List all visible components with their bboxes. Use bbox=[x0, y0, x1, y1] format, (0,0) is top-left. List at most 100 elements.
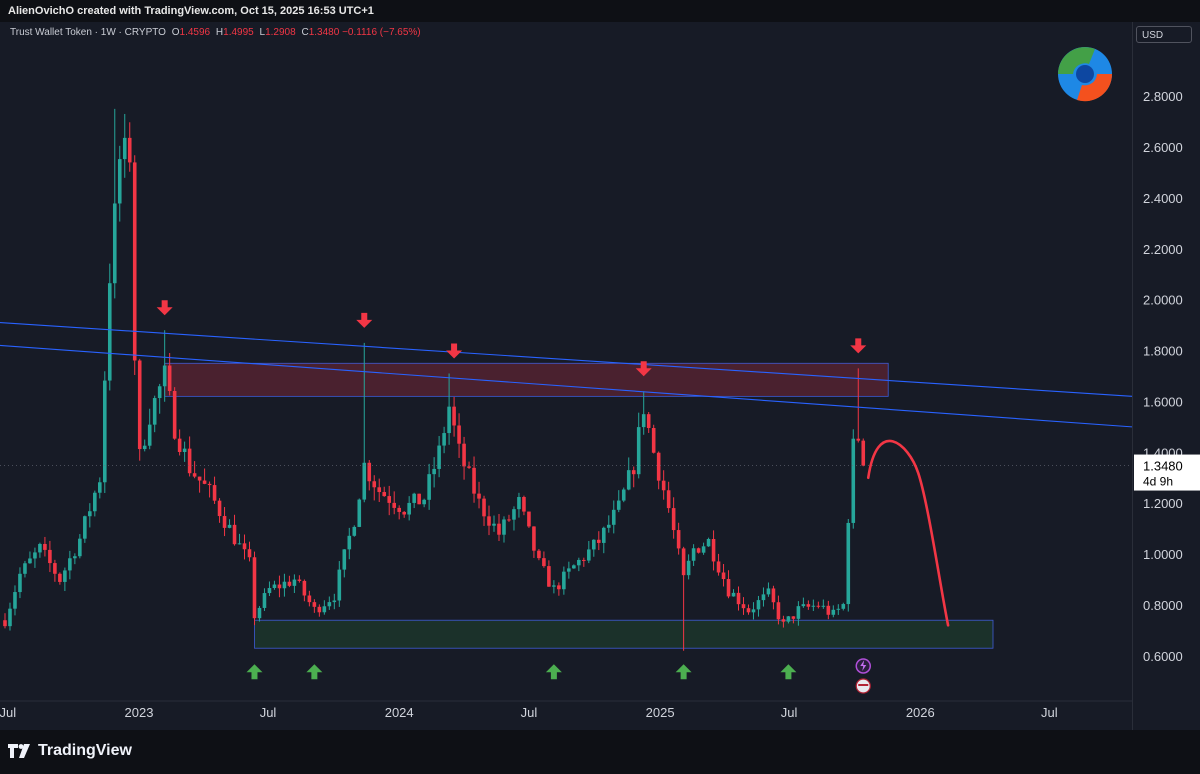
candle-body bbox=[766, 588, 771, 595]
candle-body bbox=[18, 573, 22, 593]
currency-selector[interactable]: USD bbox=[1136, 26, 1192, 43]
candle-body bbox=[282, 581, 287, 589]
candle-body bbox=[816, 605, 821, 607]
y-tick-label: 1.2000 bbox=[1143, 496, 1183, 511]
candle-body bbox=[681, 548, 686, 576]
candle-body bbox=[686, 560, 691, 576]
candle-body bbox=[53, 563, 57, 574]
candle-body bbox=[786, 616, 791, 622]
candle-body bbox=[666, 490, 671, 509]
sell-arrow-icon bbox=[850, 338, 867, 354]
candle-body bbox=[547, 566, 551, 587]
price-plot[interactable]: Jul 2023 Jul 2024 Jul 2025 Jul 2026 Jul bbox=[0, 22, 1132, 730]
symbol-name[interactable]: Trust Wallet Token · 1W · CRYPTO bbox=[10, 27, 166, 38]
candle-body bbox=[836, 608, 841, 610]
candle-body bbox=[107, 283, 112, 381]
candle-body bbox=[447, 406, 451, 434]
low-value: 1.2908 bbox=[265, 27, 296, 38]
bottom-bar: TradingView bbox=[0, 730, 1200, 774]
candle-body bbox=[621, 489, 626, 501]
candle-body bbox=[397, 507, 401, 512]
candle-body bbox=[332, 600, 337, 603]
candle-body bbox=[172, 390, 177, 439]
tradingview-logo[interactable]: TradingView bbox=[8, 742, 132, 760]
support-zone bbox=[254, 619, 994, 649]
y-tick-label: 2.4000 bbox=[1143, 191, 1183, 206]
candle-body bbox=[207, 483, 212, 486]
candle-body bbox=[477, 493, 481, 499]
trendline-1 bbox=[0, 322, 1132, 397]
candle-body bbox=[497, 523, 501, 535]
candle-body bbox=[472, 467, 476, 494]
candle-body bbox=[357, 499, 362, 527]
candle-body bbox=[292, 579, 297, 586]
candle-body bbox=[507, 519, 511, 521]
candle-body bbox=[367, 462, 372, 482]
candle-body bbox=[517, 497, 521, 510]
projection-curve bbox=[866, 439, 950, 627]
candle-body bbox=[756, 600, 761, 610]
candle-body bbox=[68, 558, 72, 571]
candle-body bbox=[721, 572, 726, 580]
candle-body bbox=[8, 608, 12, 627]
candle-body bbox=[417, 493, 421, 505]
candle-body bbox=[322, 606, 327, 613]
candle-body bbox=[761, 594, 766, 601]
candle-body bbox=[33, 552, 37, 559]
candle-body bbox=[152, 398, 157, 425]
candle-body bbox=[247, 549, 252, 558]
open-label: O bbox=[171, 27, 180, 38]
candle-body bbox=[212, 485, 217, 501]
close-label: C bbox=[301, 27, 309, 38]
candle-body bbox=[327, 602, 332, 607]
tradingview-wordmark: TradingView bbox=[38, 742, 132, 759]
sell-arrow-icon bbox=[156, 300, 173, 316]
close-value: 1.3480 bbox=[308, 27, 340, 38]
candle-body bbox=[462, 443, 466, 467]
change-value: −0.1116 (−7.65%) bbox=[342, 27, 421, 38]
candle-body bbox=[197, 476, 202, 481]
candle-body bbox=[43, 543, 47, 550]
candle-body bbox=[112, 203, 117, 284]
high-label: H bbox=[215, 27, 224, 38]
candle-body bbox=[527, 511, 531, 527]
candle-body bbox=[382, 492, 387, 497]
sell-arrow-icon bbox=[356, 312, 373, 328]
candle-body bbox=[347, 535, 352, 550]
candle-body bbox=[312, 602, 317, 607]
candle-body bbox=[801, 604, 806, 607]
candle-body bbox=[562, 571, 566, 590]
candle-body bbox=[706, 539, 711, 547]
candle-body bbox=[58, 573, 62, 582]
buy-arrow-icon bbox=[545, 664, 562, 680]
last-price-label: 1.3480 bbox=[1143, 459, 1183, 474]
y-tick-label: 0.6000 bbox=[1143, 649, 1183, 664]
symbol-legend[interactable]: Trust Wallet Token · 1W · CRYPTO O1.4596… bbox=[10, 27, 421, 38]
candle-body bbox=[98, 482, 102, 493]
candle-body bbox=[577, 559, 581, 566]
candle-body bbox=[532, 526, 536, 551]
candle-body bbox=[726, 579, 731, 597]
x-tick-label: Jul bbox=[521, 705, 538, 720]
candle-body bbox=[352, 526, 357, 536]
candle-body bbox=[651, 428, 656, 453]
candle-body bbox=[482, 498, 486, 517]
candle-body bbox=[127, 137, 132, 163]
candle-body bbox=[771, 588, 776, 603]
high-value: 1.4995 bbox=[223, 27, 254, 38]
candle-body bbox=[776, 602, 781, 620]
y-tick-label: 2.0000 bbox=[1143, 293, 1183, 308]
candle-body bbox=[596, 539, 601, 543]
candle-body bbox=[646, 414, 651, 429]
candle-body bbox=[741, 604, 746, 609]
candle-body bbox=[73, 556, 77, 559]
candle-body bbox=[117, 159, 122, 204]
candle-body bbox=[661, 480, 666, 491]
candle-body bbox=[537, 550, 541, 559]
candle-body bbox=[467, 466, 471, 468]
chart-frame[interactable]: Trust Wallet Token · 1W · CRYPTO O1.4596… bbox=[0, 22, 1200, 730]
price-axis[interactable]: 2.8000 2.6000 2.4000 2.2000 2.0000 1.8000 1.60… bbox=[1132, 22, 1200, 730]
open-value: 1.4596 bbox=[179, 27, 211, 38]
candle-body bbox=[676, 530, 681, 549]
candle-body bbox=[831, 609, 836, 615]
